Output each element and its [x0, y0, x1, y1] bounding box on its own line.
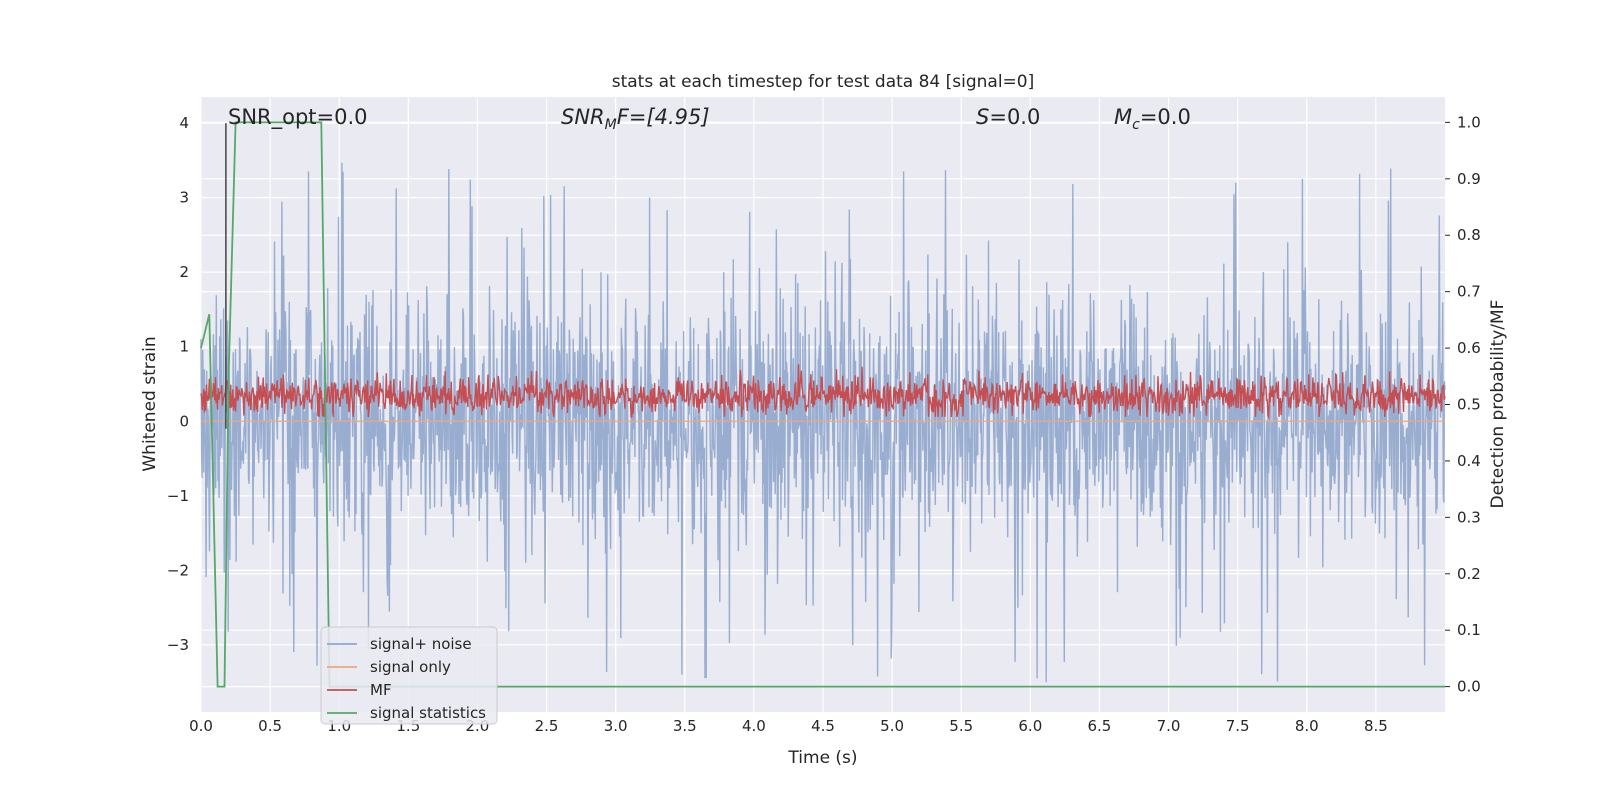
chart-title: stats at each timestep for test data 84 … [612, 72, 1035, 92]
y2-tick-label: 0.6 [1457, 339, 1481, 357]
series-mf [200, 364, 1446, 420]
x-tick-label: 0.0 [189, 717, 213, 735]
x-tick-label: 3.5 [673, 717, 697, 735]
y-tick-label: −1 [167, 487, 189, 505]
y-axis-label: Whitened strain [140, 336, 160, 471]
legend: signal+ noise signal only MF signal statist… [320, 626, 498, 725]
legend-label: signal+ noise [370, 635, 472, 653]
mc-annotation: Mc=0.0 [1114, 105, 1191, 133]
x-tick-label: 4.0 [742, 717, 766, 735]
x-tick-label: 2.5 [535, 717, 559, 735]
snr-opt-annotation: SNR_opt=0.0 [228, 105, 368, 130]
legend-label: signal only [370, 658, 451, 676]
legend-label: signal statistics [370, 704, 486, 722]
y-tick-label: 2 [179, 263, 189, 281]
y2-tick-label: 0.5 [1457, 396, 1481, 414]
s-annotation: S=0.0 [976, 105, 1040, 129]
y-tick-label: 1 [179, 338, 189, 356]
y-tick-label: −2 [167, 561, 189, 579]
y2-axis-label: Detection probability/MF [1488, 300, 1508, 509]
x-tick-label: 0.5 [258, 717, 282, 735]
y-tick-label: −3 [167, 636, 189, 654]
legend-label: MF [370, 681, 392, 699]
y-tick-label: 3 [179, 189, 189, 207]
y2-tick-label: 0.1 [1457, 621, 1481, 639]
y2-tick-label: 0.7 [1457, 283, 1481, 301]
x-tick-label: 6.0 [1018, 717, 1042, 735]
y2-tick-label: 0.4 [1457, 452, 1481, 470]
snr-mf-annotation: SNRMF=[4.95] [561, 105, 710, 133]
x-axis-label: Time (s) [787, 748, 857, 768]
plot-area [200, 121, 1446, 688]
x-tick-label: 6.5 [1088, 717, 1112, 735]
x-tick-label: 4.5 [811, 717, 835, 735]
y2-tick-label: 0.2 [1457, 565, 1481, 583]
x-tick-label: 8.0 [1295, 717, 1319, 735]
y-tick-label: 4 [179, 114, 189, 132]
series-signal-statistics [200, 121, 1445, 688]
x-tick-label: 7.0 [1157, 717, 1181, 735]
x-tick-label: 5.0 [880, 717, 904, 735]
y2-tick-label: 1.0 [1457, 113, 1481, 131]
y2-tick-label: 0.0 [1457, 678, 1481, 696]
x-tick-label: 3.0 [604, 717, 628, 735]
x-tick-label: 8.5 [1364, 717, 1388, 735]
y2-tick-label: 0.8 [1457, 226, 1481, 244]
y-tick-label: 0 [179, 412, 189, 430]
x-tick-label: 7.5 [1226, 717, 1250, 735]
y2-tick-label: 0.3 [1457, 508, 1481, 526]
x-tick-label: 5.5 [949, 717, 973, 735]
legend-box [320, 626, 498, 725]
y2-tick-label: 0.9 [1457, 170, 1481, 188]
